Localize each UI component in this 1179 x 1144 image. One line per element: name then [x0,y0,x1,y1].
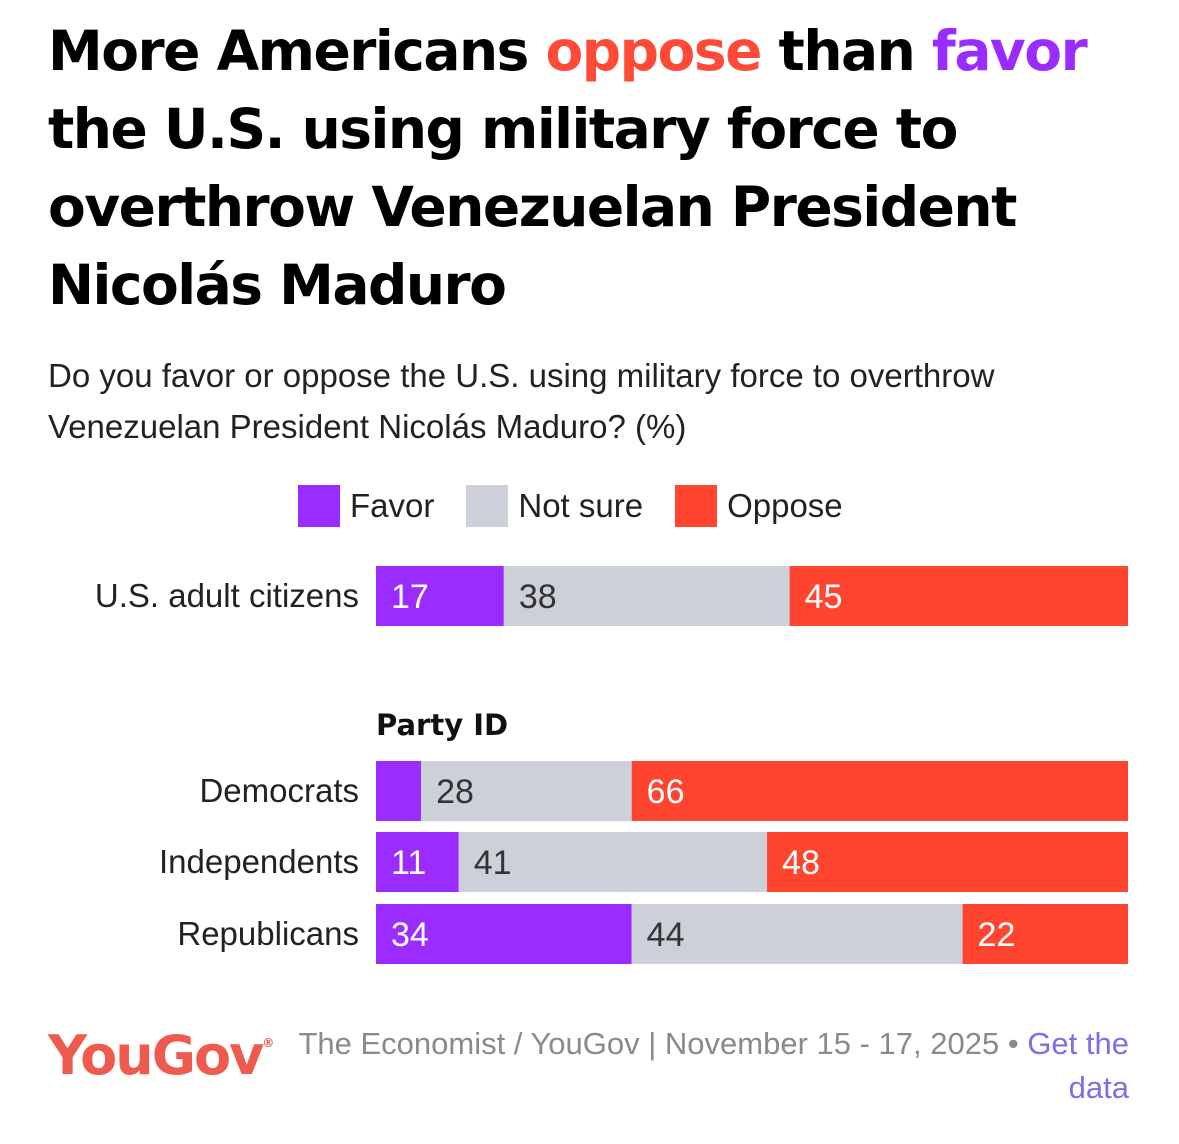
category-label-republicans: Republicans [177,915,359,952]
legend-swatch-favor [298,485,340,527]
legend-label-oppose: Oppose [727,487,843,524]
title-part-3: the U.S. using military force to overthr… [48,97,1017,317]
bar-favor-independents [376,832,459,892]
bar-favor-u-s-adult-citizens [376,566,504,626]
title-part-1: More Americans [48,19,546,83]
bar-oppose-u-s-adult-citizens [789,566,1128,626]
legend-item-oppose: Oppose [675,485,843,527]
data-label-oppose-republicans: 22 [978,916,1016,954]
legend-label-favor: Favor [350,487,435,524]
legend-item-favor: Favor [298,485,434,527]
stacked-bar-chart: Party ID U.S. adult citizens 17 38 45 Democra… [95,566,1128,964]
get-the-data-link[interactable]: Get the data [1027,1026,1129,1105]
data-label-not-sure-u-s-adult-citizens: 38 [519,578,557,616]
source-text: The Economist / YouGov | November 15 - 1… [298,1026,1028,1061]
yougov-logo: YouGov® [48,1024,274,1087]
legend-swatch-not-sure [466,485,509,527]
data-label-not-sure-independents: 41 [474,844,512,882]
registered-mark: ® [262,1036,275,1050]
bar-favor-republicans [376,904,632,964]
bar-favor-democrats [376,761,422,821]
data-label-favor-republicans: 34 [391,916,429,954]
chart-subtitle: Do you favor or oppose the U.S. using mi… [48,357,995,445]
bar-oppose-independents [767,832,1128,892]
data-label-oppose-u-s-adult-citizens: 45 [805,578,843,616]
bar-not-sure-republicans [631,904,963,964]
data-label-not-sure-democrats: 28 [436,773,474,811]
footer-source: The Economist / YouGov | November 15 - 1… [269,1022,1129,1110]
category-label-u-s-adult-citizens: U.S. adult citizens [95,577,359,614]
title-highlight-oppose: oppose [545,19,763,83]
legend: Favor Not sure Oppose [298,484,875,528]
data-label-oppose-democrats: 66 [647,773,685,811]
category-label-independents: Independents [159,843,359,880]
data-label-not-sure-republicans: 44 [647,916,685,954]
bar-not-sure-independents [458,832,768,892]
data-label-favor-u-s-adult-citizens: 17 [391,578,429,616]
bar-not-sure-u-s-adult-citizens [503,566,790,626]
data-label-favor-independents: 11 [391,844,426,882]
bar-oppose-democrats [631,761,1128,821]
legend-label-not-sure: Not sure [518,487,644,524]
title-highlight-favor: favor [931,19,1088,83]
data-label-oppose-independents: 48 [782,844,820,882]
legend-swatch-oppose [675,485,718,527]
group-heading-party-id: Party ID [376,708,508,742]
title-part-2: than [760,19,932,83]
legend-item-not-sure: Not sure [466,485,643,527]
category-label-democrats: Democrats [199,772,359,809]
bar-not-sure-democrats [421,761,632,821]
chart-title: More Americans oppose than favor the U.S… [48,12,1158,324]
bar-oppose-republicans [962,904,1128,964]
yougov-logo-text: YouGov [48,1024,264,1087]
